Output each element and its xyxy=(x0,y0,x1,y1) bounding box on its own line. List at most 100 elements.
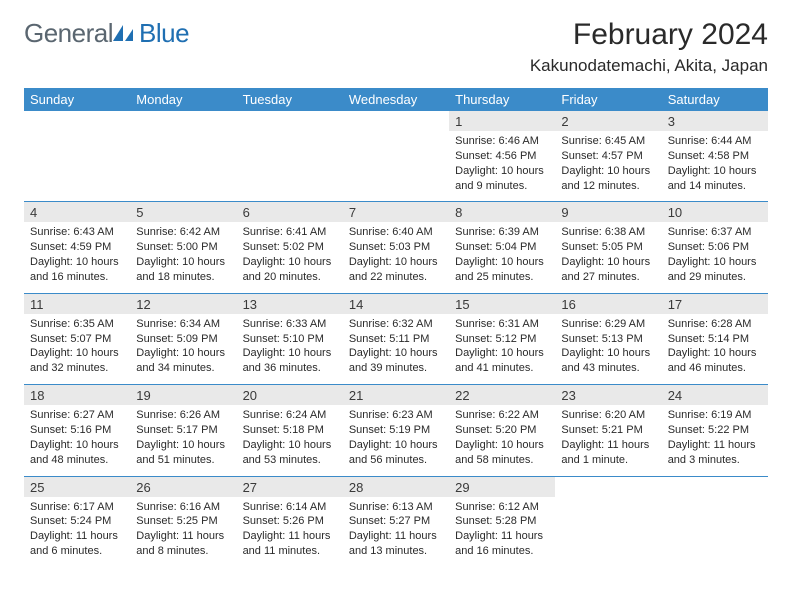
daylight-line: Daylight: 10 hours and 27 minutes. xyxy=(561,255,655,285)
sunrise-line: Sunrise: 6:17 AM xyxy=(30,500,124,515)
day-detail-cell: Sunrise: 6:41 AMSunset: 5:02 PMDaylight:… xyxy=(237,222,343,293)
day-detail-cell: Sunrise: 6:26 AMSunset: 5:17 PMDaylight:… xyxy=(130,405,236,476)
sunset-line: Sunset: 5:17 PM xyxy=(136,423,230,438)
day-detail-cell xyxy=(237,131,343,202)
daylight-line: Daylight: 10 hours and 39 minutes. xyxy=(349,346,443,376)
day-detail-cell: Sunrise: 6:27 AMSunset: 5:16 PMDaylight:… xyxy=(24,405,130,476)
day-number-cell: 13 xyxy=(237,294,343,314)
sunset-line: Sunset: 5:28 PM xyxy=(455,514,549,529)
daylight-line: Daylight: 11 hours and 16 minutes. xyxy=(455,529,549,559)
day-detail-cell: Sunrise: 6:12 AMSunset: 5:28 PMDaylight:… xyxy=(449,497,555,567)
sunset-line: Sunset: 5:02 PM xyxy=(243,240,337,255)
day-number-cell: 12 xyxy=(130,294,236,314)
day-detail-cell: Sunrise: 6:22 AMSunset: 5:20 PMDaylight:… xyxy=(449,405,555,476)
daylight-line: Daylight: 10 hours and 25 minutes. xyxy=(455,255,549,285)
dow-thursday: Thursday xyxy=(449,88,555,111)
daylight-line: Daylight: 10 hours and 12 minutes. xyxy=(561,164,655,194)
sunrise-line: Sunrise: 6:12 AM xyxy=(455,500,549,515)
day-number-cell: 2 xyxy=(555,111,661,131)
logo-text-2: Blue xyxy=(139,18,189,49)
dow-monday: Monday xyxy=(130,88,236,111)
day-number-cell xyxy=(555,477,661,497)
sunset-line: Sunset: 5:11 PM xyxy=(349,332,443,347)
daylight-line: Daylight: 10 hours and 51 minutes. xyxy=(136,438,230,468)
sunset-line: Sunset: 5:26 PM xyxy=(243,514,337,529)
day-number-cell xyxy=(343,111,449,131)
daynum-row: 45678910 xyxy=(24,202,768,222)
day-number-cell: 11 xyxy=(24,294,130,314)
day-number-cell: 27 xyxy=(237,477,343,497)
day-detail-cell: Sunrise: 6:14 AMSunset: 5:26 PMDaylight:… xyxy=(237,497,343,567)
sunrise-line: Sunrise: 6:29 AM xyxy=(561,317,655,332)
day-detail-cell xyxy=(130,131,236,202)
day-number-cell: 26 xyxy=(130,477,236,497)
sunrise-line: Sunrise: 6:38 AM xyxy=(561,225,655,240)
sunset-line: Sunset: 5:21 PM xyxy=(561,423,655,438)
sunset-line: Sunset: 5:07 PM xyxy=(30,332,124,347)
month-title: February 2024 xyxy=(530,18,768,52)
daylight-line: Daylight: 11 hours and 1 minute. xyxy=(561,438,655,468)
sunset-line: Sunset: 5:13 PM xyxy=(561,332,655,347)
daylight-line: Daylight: 11 hours and 11 minutes. xyxy=(243,529,337,559)
day-number-cell: 5 xyxy=(130,202,236,222)
logo-text-1: General xyxy=(24,18,113,49)
daylight-line: Daylight: 10 hours and 34 minutes. xyxy=(136,346,230,376)
sunset-line: Sunset: 5:27 PM xyxy=(349,514,443,529)
day-number-cell: 19 xyxy=(130,385,236,405)
sunset-line: Sunset: 5:09 PM xyxy=(136,332,230,347)
daylight-line: Daylight: 10 hours and 36 minutes. xyxy=(243,346,337,376)
day-number-cell: 10 xyxy=(662,202,768,222)
header: General Blue February 2024 Kakunodatemac… xyxy=(24,18,768,76)
day-detail-cell xyxy=(24,131,130,202)
day-number-cell xyxy=(662,477,768,497)
day-detail-cell xyxy=(555,497,661,567)
day-detail-cell: Sunrise: 6:24 AMSunset: 5:18 PMDaylight:… xyxy=(237,405,343,476)
sunrise-line: Sunrise: 6:45 AM xyxy=(561,134,655,149)
daylight-line: Daylight: 10 hours and 9 minutes. xyxy=(455,164,549,194)
sunrise-line: Sunrise: 6:33 AM xyxy=(243,317,337,332)
sunset-line: Sunset: 5:18 PM xyxy=(243,423,337,438)
day-number-cell: 17 xyxy=(662,294,768,314)
day-number-cell: 8 xyxy=(449,202,555,222)
day-detail-cell: Sunrise: 6:44 AMSunset: 4:58 PMDaylight:… xyxy=(662,131,768,202)
sunset-line: Sunset: 5:00 PM xyxy=(136,240,230,255)
sunrise-line: Sunrise: 6:24 AM xyxy=(243,408,337,423)
day-detail-cell: Sunrise: 6:37 AMSunset: 5:06 PMDaylight:… xyxy=(662,222,768,293)
location: Kakunodatemachi, Akita, Japan xyxy=(530,56,768,76)
detail-row: Sunrise: 6:27 AMSunset: 5:16 PMDaylight:… xyxy=(24,405,768,476)
daynum-row: 18192021222324 xyxy=(24,385,768,405)
sunrise-line: Sunrise: 6:41 AM xyxy=(243,225,337,240)
dow-friday: Friday xyxy=(555,88,661,111)
day-detail-cell: Sunrise: 6:39 AMSunset: 5:04 PMDaylight:… xyxy=(449,222,555,293)
detail-row: Sunrise: 6:43 AMSunset: 4:59 PMDaylight:… xyxy=(24,222,768,293)
sunset-line: Sunset: 4:57 PM xyxy=(561,149,655,164)
sunrise-line: Sunrise: 6:23 AM xyxy=(349,408,443,423)
daylight-line: Daylight: 10 hours and 14 minutes. xyxy=(668,164,762,194)
day-detail-cell: Sunrise: 6:17 AMSunset: 5:24 PMDaylight:… xyxy=(24,497,130,567)
daylight-line: Daylight: 10 hours and 41 minutes. xyxy=(455,346,549,376)
daynum-row: 2526272829 xyxy=(24,477,768,497)
day-number-cell: 1 xyxy=(449,111,555,131)
dow-row: Sunday Monday Tuesday Wednesday Thursday… xyxy=(24,88,768,111)
day-number-cell: 23 xyxy=(555,385,661,405)
daylight-line: Daylight: 10 hours and 58 minutes. xyxy=(455,438,549,468)
daylight-line: Daylight: 10 hours and 48 minutes. xyxy=(30,438,124,468)
day-detail-cell: Sunrise: 6:38 AMSunset: 5:05 PMDaylight:… xyxy=(555,222,661,293)
day-number-cell xyxy=(24,111,130,131)
sunset-line: Sunset: 5:25 PM xyxy=(136,514,230,529)
sunrise-line: Sunrise: 6:19 AM xyxy=(668,408,762,423)
day-detail-cell: Sunrise: 6:42 AMSunset: 5:00 PMDaylight:… xyxy=(130,222,236,293)
detail-row: Sunrise: 6:17 AMSunset: 5:24 PM Daylight:… xyxy=(24,497,768,567)
sunset-line: Sunset: 5:12 PM xyxy=(455,332,549,347)
day-number-cell xyxy=(130,111,236,131)
sunset-line: Sunset: 5:20 PM xyxy=(455,423,549,438)
sunset-line: Sunset: 5:24 PM xyxy=(30,514,124,529)
sunset-line: Sunset: 5:16 PM xyxy=(30,423,124,438)
day-number-cell: 14 xyxy=(343,294,449,314)
sunrise-line: Sunrise: 6:31 AM xyxy=(455,317,549,332)
daylight-line: Daylight: 10 hours and 46 minutes. xyxy=(668,346,762,376)
day-number-cell: 7 xyxy=(343,202,449,222)
day-detail-cell: Sunrise: 6:20 AMSunset: 5:21 PMDaylight:… xyxy=(555,405,661,476)
daylight-line: Daylight: 10 hours and 43 minutes. xyxy=(561,346,655,376)
day-detail-cell: Sunrise: 6:13 AMSunset: 5:27 PMDaylight:… xyxy=(343,497,449,567)
